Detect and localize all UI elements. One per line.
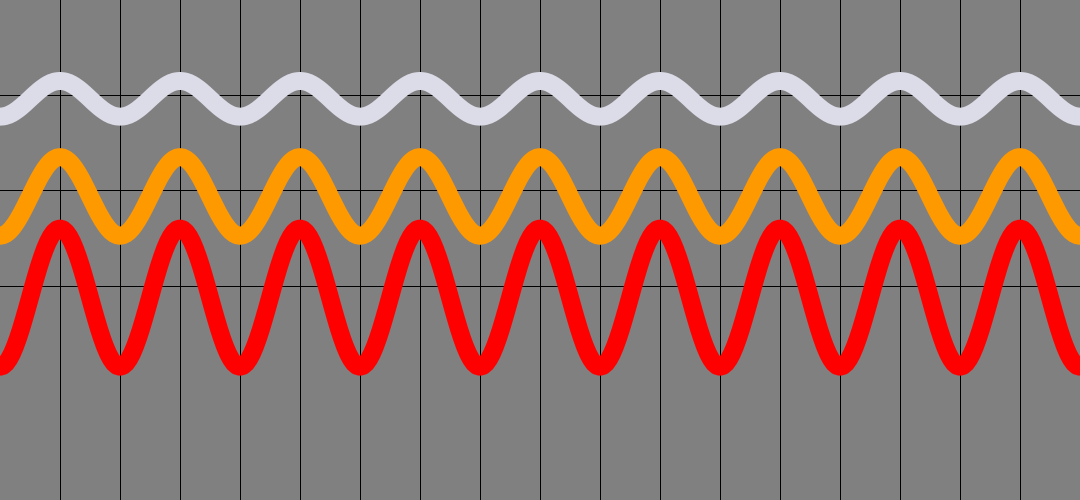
series-line-1 bbox=[0, 71, 1080, 126]
series-line-2 bbox=[0, 148, 1080, 245]
series-line-3 bbox=[0, 219, 1080, 376]
series-group bbox=[0, 71, 1080, 376]
